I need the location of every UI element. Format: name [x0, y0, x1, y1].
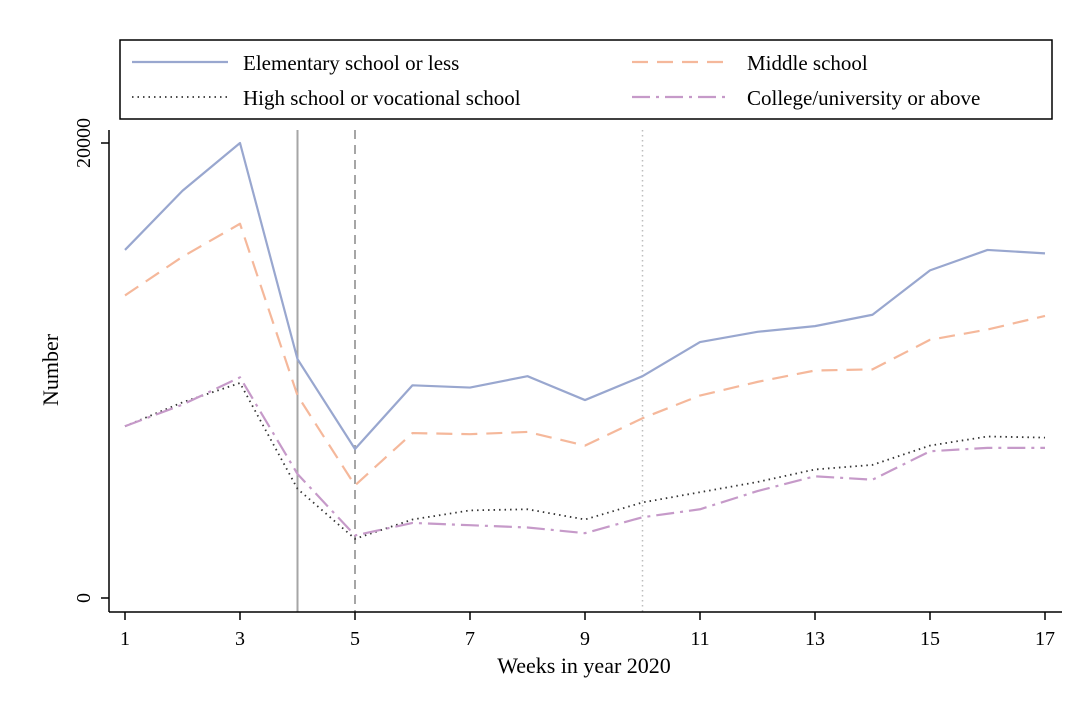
x-tick-label-11: 11: [690, 628, 709, 650]
x-tick-label-3: 3: [235, 628, 245, 650]
x-tick-label-5: 5: [350, 628, 360, 650]
y-tick-label-20000: 20000: [73, 118, 95, 168]
x-tick-label-15: 15: [920, 628, 940, 650]
legend: Elementary school or less Middle school …: [119, 39, 1053, 120]
x-axis-title: Weeks in year 2020: [497, 653, 671, 678]
x-tick-label-17: 17: [1035, 628, 1055, 650]
x-tick-label-1: 1: [120, 628, 130, 650]
series-line-middle-school: [124, 222, 1046, 487]
x-tick-label-13: 13: [805, 628, 825, 650]
legend-box: [119, 39, 1053, 120]
series-line-high-school-or-vocational-school: [124, 382, 1046, 540]
x-tick-label-9: 9: [580, 628, 590, 650]
legend-label-elementary: Elementary school or less: [243, 51, 459, 75]
series-line-college-university-or-above: [124, 376, 1045, 537]
y-tick-label-0: 0: [73, 593, 95, 603]
plot-layer: [124, 130, 1046, 612]
legend-label-high-school: High school or vocational school: [243, 86, 521, 110]
x-tick-label-7: 7: [465, 628, 475, 650]
series-line-elementary-school-or-less: [124, 141, 1046, 451]
legend-label-middle-school: Middle school: [747, 51, 868, 75]
legend-label-college: College/university or above: [747, 86, 980, 110]
y-axis-title: Number: [38, 333, 63, 406]
